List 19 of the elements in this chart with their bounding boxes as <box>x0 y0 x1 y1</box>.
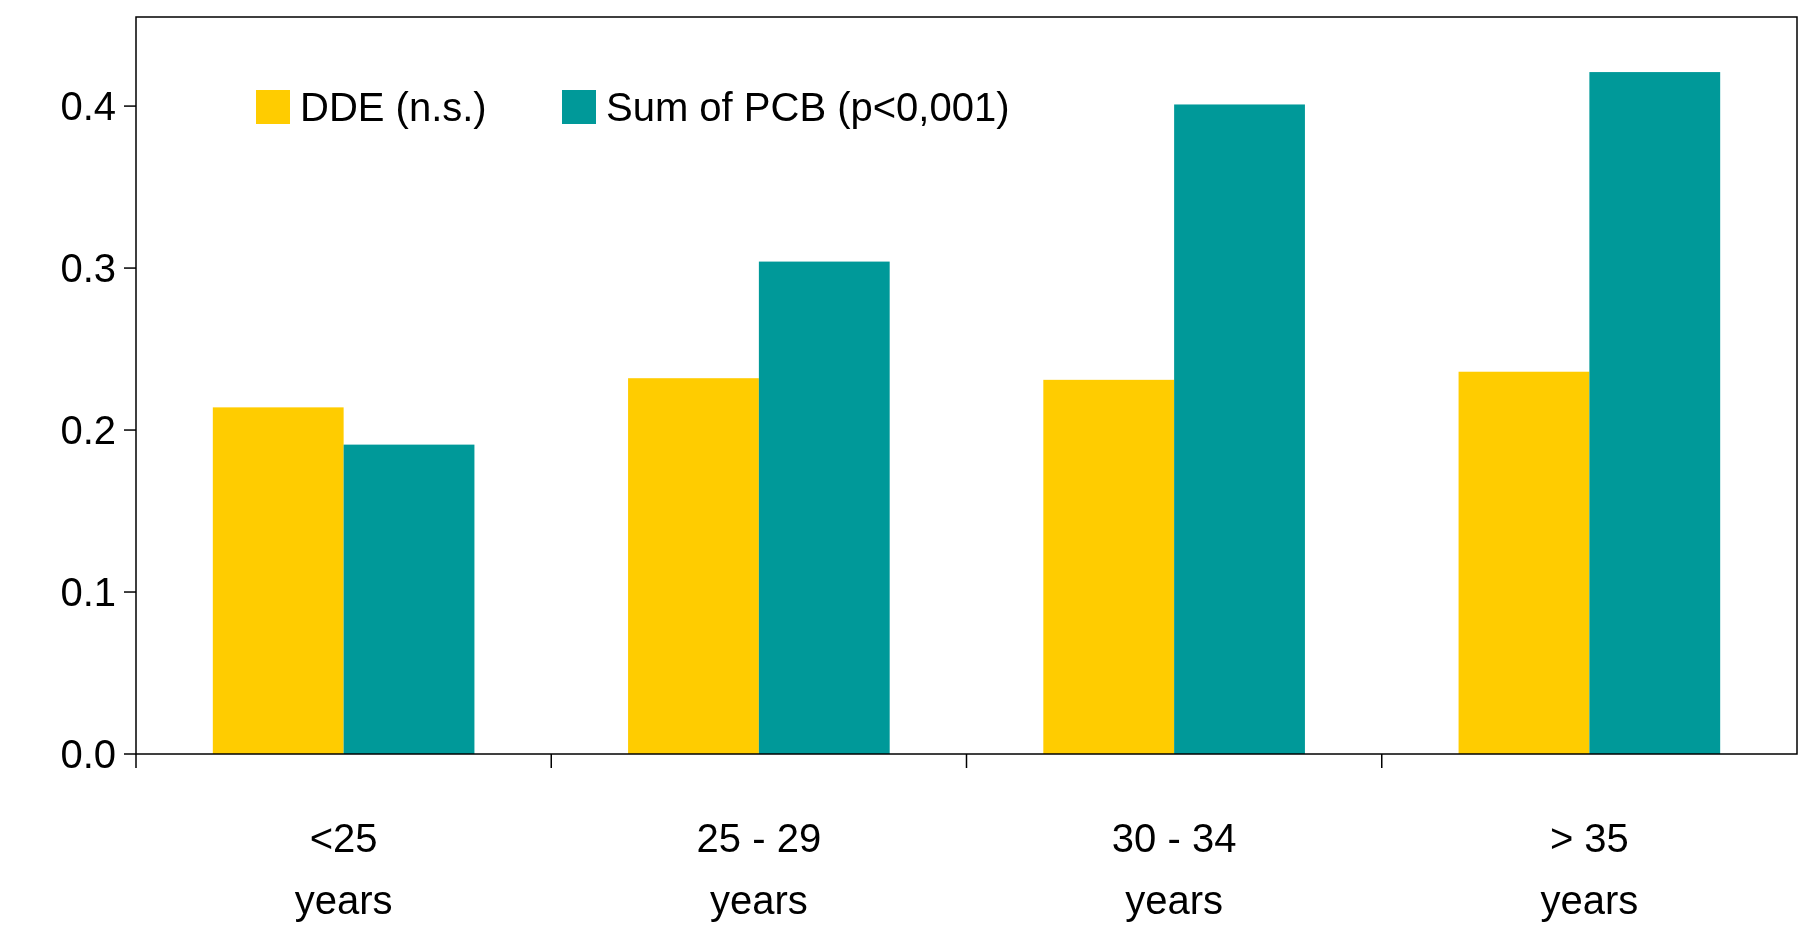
x-tick-label: 25 - 29 years <box>696 816 822 922</box>
legend-label: DDE (n.s.) <box>300 85 487 129</box>
bar <box>758 261 890 754</box>
bar <box>212 407 344 754</box>
x-tick-label: <25 years <box>294 816 393 922</box>
bar <box>1174 104 1305 754</box>
bar <box>628 378 759 754</box>
bar <box>343 444 475 754</box>
x-tick-label: 30 - 34 years <box>1111 816 1237 922</box>
y-tick-label: 0.4 <box>60 84 116 129</box>
legend-label: Sum of PCB (p<0,001) <box>606 85 1010 129</box>
y-tick-label: 0.1 <box>60 570 116 615</box>
y-tick-label: 0.2 <box>60 408 116 453</box>
bar <box>1458 371 1590 754</box>
y-tick-label: 0.0 <box>60 732 116 776</box>
bar <box>1589 72 1721 754</box>
y-tick-label: 0.3 <box>60 246 116 291</box>
bar <box>1043 379 1175 754</box>
x-tick-label: > 35 years <box>1540 816 1639 922</box>
